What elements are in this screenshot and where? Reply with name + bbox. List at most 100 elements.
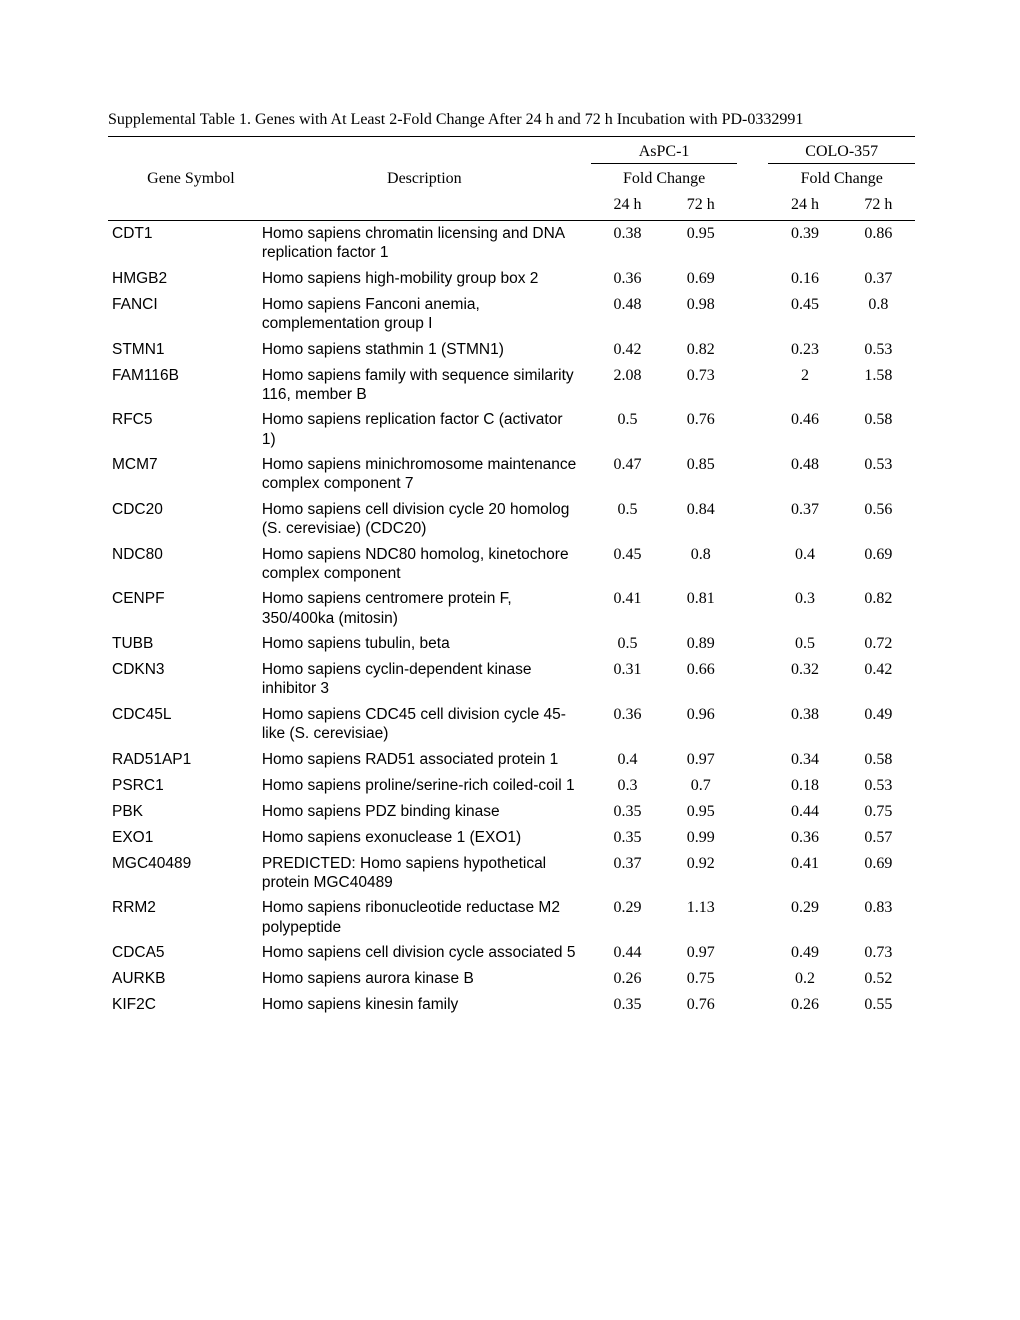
colo357-72h-cell: 0.37 (842, 266, 915, 292)
description-cell: Homo sapiens Fanconi anemia, complementa… (258, 292, 591, 337)
header-spacer (108, 137, 258, 164)
gap-cell (737, 940, 768, 966)
table-row: RAD51AP1Homo sapiens RAD51 associated pr… (108, 747, 915, 773)
gap-cell (737, 895, 768, 940)
aspc1-24h-cell: 0.26 (591, 966, 664, 992)
description-cell: Homo sapiens chromatin licensing and DNA… (258, 221, 591, 266)
header-foldchange-aspc1: Fold Change (591, 164, 738, 193)
header-blank (108, 192, 258, 221)
aspc1-72h-cell: 0.97 (664, 747, 737, 773)
colo357-24h-cell: 0.3 (768, 586, 841, 631)
description-cell: Homo sapiens cell division cycle 20 homo… (258, 497, 591, 542)
gap-cell (737, 702, 768, 747)
colo357-72h-cell: 0.57 (842, 825, 915, 851)
colo357-24h-cell: 0.38 (768, 702, 841, 747)
aspc1-72h-cell: 0.92 (664, 851, 737, 896)
aspc1-24h-cell: 0.31 (591, 657, 664, 702)
header-group-aspc1: AsPC-1 (591, 137, 738, 164)
description-cell: Homo sapiens aurora kinase B (258, 966, 591, 992)
gene-symbol-cell: CDKN3 (108, 657, 258, 702)
table-row: KIF2CHomo sapiens kinesin family0.350.76… (108, 992, 915, 1018)
table-row: AURKBHomo sapiens aurora kinase B0.260.7… (108, 966, 915, 992)
aspc1-24h-cell: 0.42 (591, 337, 664, 363)
table-row: MGC40489PREDICTED: Homo sapiens hypothet… (108, 851, 915, 896)
description-cell: Homo sapiens CDC45 cell division cycle 4… (258, 702, 591, 747)
gap-cell (737, 337, 768, 363)
header-gap (737, 164, 768, 193)
colo357-24h-cell: 0.39 (768, 221, 841, 266)
table-row: CDKN3Homo sapiens cyclin-dependent kinas… (108, 657, 915, 702)
colo357-72h-cell: 0.42 (842, 657, 915, 702)
description-cell: Homo sapiens PDZ binding kinase (258, 799, 591, 825)
gene-symbol-cell: FAM116B (108, 363, 258, 408)
header-72h-colo357: 72 h (842, 192, 915, 221)
colo357-24h-cell: 0.48 (768, 452, 841, 497)
colo357-72h-cell: 0.53 (842, 773, 915, 799)
description-cell: Homo sapiens centromere protein F, 350/4… (258, 586, 591, 631)
description-cell: Homo sapiens kinesin family (258, 992, 591, 1018)
aspc1-72h-cell: 1.13 (664, 895, 737, 940)
gap-cell (737, 452, 768, 497)
table-row: FAM116BHomo sapiens family with sequence… (108, 363, 915, 408)
table-row: CDT1Homo sapiens chromatin licensing and… (108, 221, 915, 266)
header-label-row: Gene Symbol Description Fold Change Fold… (108, 164, 915, 193)
colo357-72h-cell: 0.69 (842, 542, 915, 587)
colo357-72h-cell: 0.86 (842, 221, 915, 266)
header-blank (258, 192, 591, 221)
aspc1-24h-cell: 0.37 (591, 851, 664, 896)
table-row: CDCA5Homo sapiens cell division cycle as… (108, 940, 915, 966)
gene-symbol-cell: RFC5 (108, 407, 258, 452)
gene-symbol-cell: TUBB (108, 631, 258, 657)
table-row: NDC80Homo sapiens NDC80 homolog, kinetoc… (108, 542, 915, 587)
colo357-24h-cell: 0.32 (768, 657, 841, 702)
gap-cell (737, 851, 768, 896)
table-row: PSRC1Homo sapiens proline/serine-rich co… (108, 773, 915, 799)
aspc1-72h-cell: 0.75 (664, 966, 737, 992)
gap-cell (737, 825, 768, 851)
gene-symbol-cell: FANCI (108, 292, 258, 337)
colo357-24h-cell: 0.2 (768, 966, 841, 992)
description-cell: Homo sapiens proline/serine-rich coiled-… (258, 773, 591, 799)
colo357-72h-cell: 0.56 (842, 497, 915, 542)
header-foldchange-colo357: Fold Change (768, 164, 915, 193)
colo357-72h-cell: 0.8 (842, 292, 915, 337)
colo357-24h-cell: 0.46 (768, 407, 841, 452)
gene-symbol-cell: CENPF (108, 586, 258, 631)
aspc1-24h-cell: 2.08 (591, 363, 664, 408)
aspc1-24h-cell: 0.29 (591, 895, 664, 940)
gap-cell (737, 773, 768, 799)
aspc1-72h-cell: 0.85 (664, 452, 737, 497)
gap-cell (737, 966, 768, 992)
header-72h-aspc1: 72 h (664, 192, 737, 221)
colo357-24h-cell: 0.29 (768, 895, 841, 940)
aspc1-72h-cell: 0.69 (664, 266, 737, 292)
table-row: STMN1Homo sapiens stathmin 1 (STMN1)0.42… (108, 337, 915, 363)
gene-symbol-cell: MCM7 (108, 452, 258, 497)
table-title: Supplemental Table 1. Genes with At Leas… (108, 110, 915, 130)
gene-symbol-cell: PSRC1 (108, 773, 258, 799)
table-row: CENPFHomo sapiens centromere protein F, … (108, 586, 915, 631)
colo357-24h-cell: 0.45 (768, 292, 841, 337)
description-cell: Homo sapiens ribonucleotide reductase M2… (258, 895, 591, 940)
gap-cell (737, 266, 768, 292)
table-body: CDT1Homo sapiens chromatin licensing and… (108, 221, 915, 1019)
colo357-72h-cell: 0.58 (842, 747, 915, 773)
description-cell: Homo sapiens high-mobility group box 2 (258, 266, 591, 292)
colo357-72h-cell: 0.58 (842, 407, 915, 452)
header-gap (737, 192, 768, 221)
header-group-row: AsPC-1 COLO-357 (108, 137, 915, 164)
aspc1-24h-cell: 0.38 (591, 221, 664, 266)
description-cell: PREDICTED: Homo sapiens hypothetical pro… (258, 851, 591, 896)
aspc1-24h-cell: 0.36 (591, 266, 664, 292)
aspc1-72h-cell: 0.96 (664, 702, 737, 747)
table-row: CDC20Homo sapiens cell division cycle 20… (108, 497, 915, 542)
colo357-24h-cell: 2 (768, 363, 841, 408)
description-cell: Homo sapiens tubulin, beta (258, 631, 591, 657)
aspc1-72h-cell: 0.89 (664, 631, 737, 657)
description-cell: Homo sapiens exonuclease 1 (EXO1) (258, 825, 591, 851)
table-row: CDC45LHomo sapiens CDC45 cell division c… (108, 702, 915, 747)
header-spacer (258, 137, 591, 164)
aspc1-24h-cell: 0.4 (591, 747, 664, 773)
description-cell: Homo sapiens RAD51 associated protein 1 (258, 747, 591, 773)
colo357-72h-cell: 0.72 (842, 631, 915, 657)
